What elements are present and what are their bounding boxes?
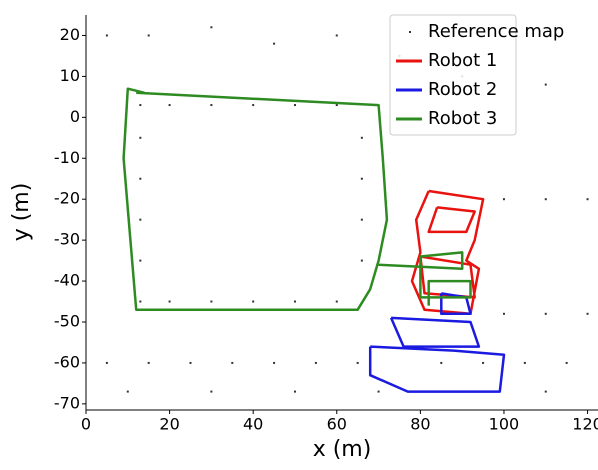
map-point bbox=[231, 361, 234, 364]
map-point bbox=[168, 300, 171, 303]
map-point bbox=[544, 198, 547, 201]
map-point bbox=[252, 104, 255, 107]
map-point bbox=[482, 361, 485, 364]
map-point bbox=[210, 300, 213, 303]
y-tick-label: 0 bbox=[70, 107, 80, 126]
x-axis-label: x (m) bbox=[313, 437, 372, 462]
map-point bbox=[210, 104, 213, 107]
y-tick-label: -30 bbox=[54, 230, 80, 249]
y-tick-label: -40 bbox=[54, 271, 80, 290]
map-point bbox=[273, 361, 276, 364]
y-tick-label: 20 bbox=[60, 25, 80, 44]
x-tick-label: 40 bbox=[243, 415, 263, 434]
y-tick-label: -60 bbox=[54, 352, 80, 371]
trajectory bbox=[122, 87, 472, 311]
map-point bbox=[360, 259, 363, 262]
y-axis-label: y (m) bbox=[9, 183, 34, 242]
y-tick-label: -50 bbox=[54, 311, 80, 330]
legend-label: Robot 1 bbox=[428, 50, 497, 71]
x-tick-label: 0 bbox=[81, 415, 91, 434]
map-point bbox=[502, 312, 505, 315]
map-point bbox=[147, 361, 150, 364]
map-point bbox=[440, 361, 443, 364]
map-point bbox=[139, 259, 142, 262]
map-point bbox=[139, 300, 142, 303]
legend-label: Robot 3 bbox=[428, 108, 497, 129]
map-point bbox=[360, 177, 363, 180]
legend-label: Reference map bbox=[428, 21, 564, 42]
map-point bbox=[168, 104, 171, 107]
map-point bbox=[139, 177, 142, 180]
map-point bbox=[523, 361, 526, 364]
map-point bbox=[544, 390, 547, 393]
map-point bbox=[293, 300, 296, 303]
y-tick-label: 10 bbox=[60, 66, 80, 85]
legend-label: Robot 2 bbox=[428, 79, 497, 100]
map-point bbox=[335, 104, 338, 107]
legend-box bbox=[389, 14, 517, 136]
y-tick-label: -20 bbox=[54, 189, 80, 208]
map-point bbox=[335, 34, 338, 37]
x-tick-label: 120 bbox=[572, 415, 598, 434]
map-point bbox=[314, 361, 317, 364]
map-point bbox=[544, 83, 547, 86]
map-point bbox=[360, 136, 363, 139]
x-tick-label: 60 bbox=[327, 415, 347, 434]
map-point bbox=[210, 26, 213, 29]
map-point bbox=[189, 361, 192, 364]
map-point bbox=[565, 361, 568, 364]
trajectory bbox=[368, 292, 506, 393]
map-point bbox=[293, 104, 296, 107]
map-point bbox=[139, 104, 142, 107]
y-tick-label: -10 bbox=[54, 148, 80, 167]
x-tick-label: 100 bbox=[489, 415, 520, 434]
map-point bbox=[139, 218, 142, 221]
map-point bbox=[252, 300, 255, 303]
map-point bbox=[502, 198, 505, 201]
map-point bbox=[139, 136, 142, 139]
map-point bbox=[360, 218, 363, 221]
map-point bbox=[105, 34, 108, 37]
map-point bbox=[126, 390, 129, 393]
map-point bbox=[586, 312, 589, 315]
map-point bbox=[335, 300, 338, 303]
map-point bbox=[377, 390, 380, 393]
legend-marker bbox=[409, 31, 411, 33]
y-tick-label: -70 bbox=[54, 393, 80, 412]
map-point bbox=[586, 198, 589, 201]
map-point bbox=[147, 34, 150, 37]
x-tick-label: 20 bbox=[159, 415, 179, 434]
map-point bbox=[293, 390, 296, 393]
x-tick-label: 80 bbox=[410, 415, 430, 434]
map-point bbox=[273, 42, 276, 45]
map-point bbox=[210, 390, 213, 393]
map-point bbox=[544, 312, 547, 315]
map-point bbox=[105, 361, 108, 364]
map-point bbox=[356, 361, 359, 364]
